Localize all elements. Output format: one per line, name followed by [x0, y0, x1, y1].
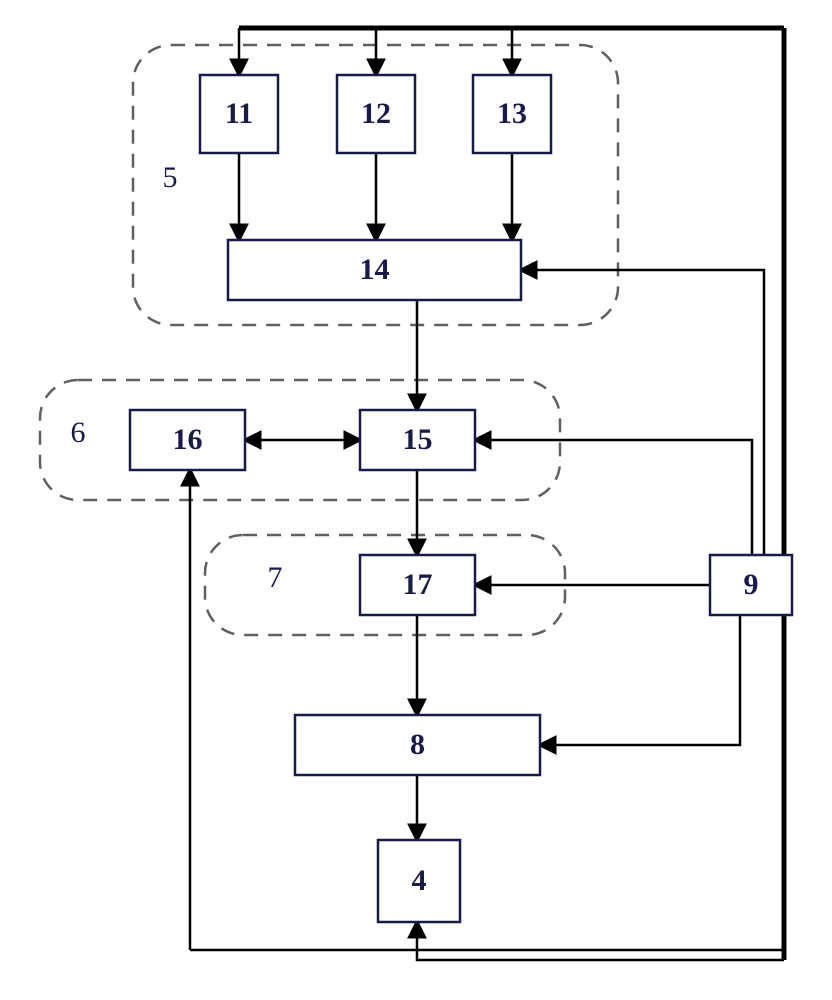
group-label-g6: 6 — [71, 416, 86, 449]
edge-9-8 — [540, 615, 740, 745]
box-label-b17: 17 — [403, 568, 433, 601]
edge-9-15 — [475, 440, 752, 555]
box-label-b14: 14 — [360, 253, 390, 286]
group-label-g7: 7 — [268, 561, 283, 594]
edge-bus-4 — [417, 922, 784, 960]
box-label-b9: 9 — [744, 568, 759, 601]
group-label-g5: 5 — [163, 161, 178, 194]
box-label-b8: 8 — [410, 728, 425, 761]
box-label-b15: 15 — [403, 423, 433, 456]
box-label-b12: 12 — [361, 97, 391, 130]
box-label-b13: 13 — [497, 97, 527, 130]
box-label-b11: 11 — [225, 97, 253, 130]
box-label-b16: 16 — [173, 423, 203, 456]
edge-9-14 — [521, 270, 764, 555]
box-label-b4: 4 — [412, 864, 427, 897]
